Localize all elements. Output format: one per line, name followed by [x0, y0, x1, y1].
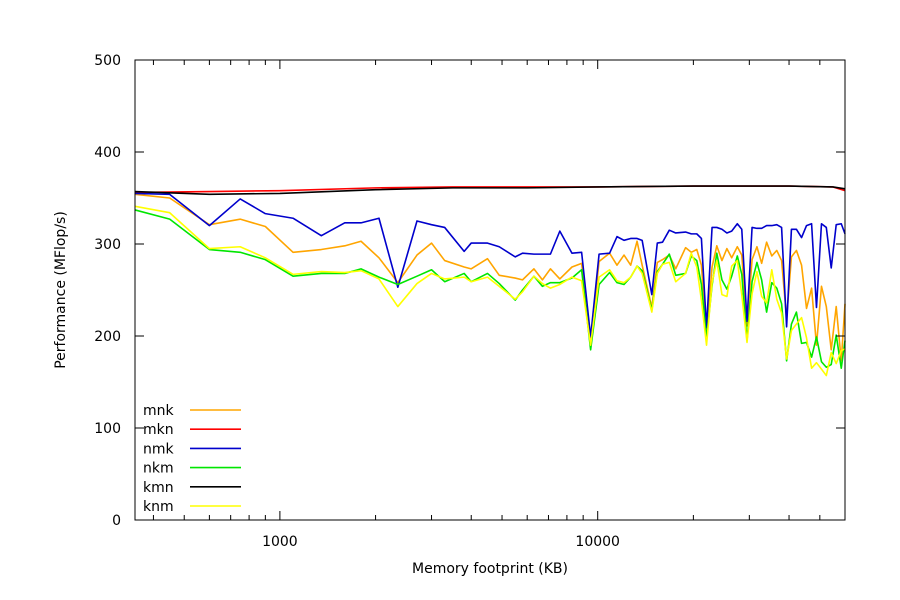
legend-label-knm: knm [143, 499, 174, 515]
x-tick-label: 1000 [262, 534, 298, 550]
legend: mnk mkn nmk nkm kmn knm [143, 403, 241, 515]
y-axis-label: Performance (MFlop/s) [53, 211, 69, 369]
series-layer [134, 185, 846, 377]
y-tick-label: 100 [94, 421, 121, 437]
ticks-layer [135, 59, 846, 521]
legend-label-mkn: mkn [143, 422, 174, 438]
legend-label-kmn: kmn [143, 480, 174, 496]
y-tick-label: 0 [112, 513, 121, 529]
x-tick-label: 10000 [575, 534, 620, 550]
legend-label-mnk: mnk [143, 403, 175, 419]
y-tick-label: 400 [94, 145, 121, 161]
y-tick-label: 200 [94, 329, 121, 345]
tick-labels-layer: 0 100 200 300 400 500 1000 10000 [94, 53, 620, 550]
y-tick-label: 500 [94, 53, 121, 69]
plot-frame [134, 59, 846, 521]
series-line-kmn [134, 185, 846, 196]
legend-label-nkm: nkm [143, 461, 174, 477]
y-tick-label: 300 [94, 237, 121, 253]
series-line-nmk [134, 192, 846, 338]
legend-label-nmk: nmk [143, 441, 175, 457]
series-line-knm [134, 205, 846, 377]
x-axis-label: Memory footprint (KB) [412, 561, 568, 577]
